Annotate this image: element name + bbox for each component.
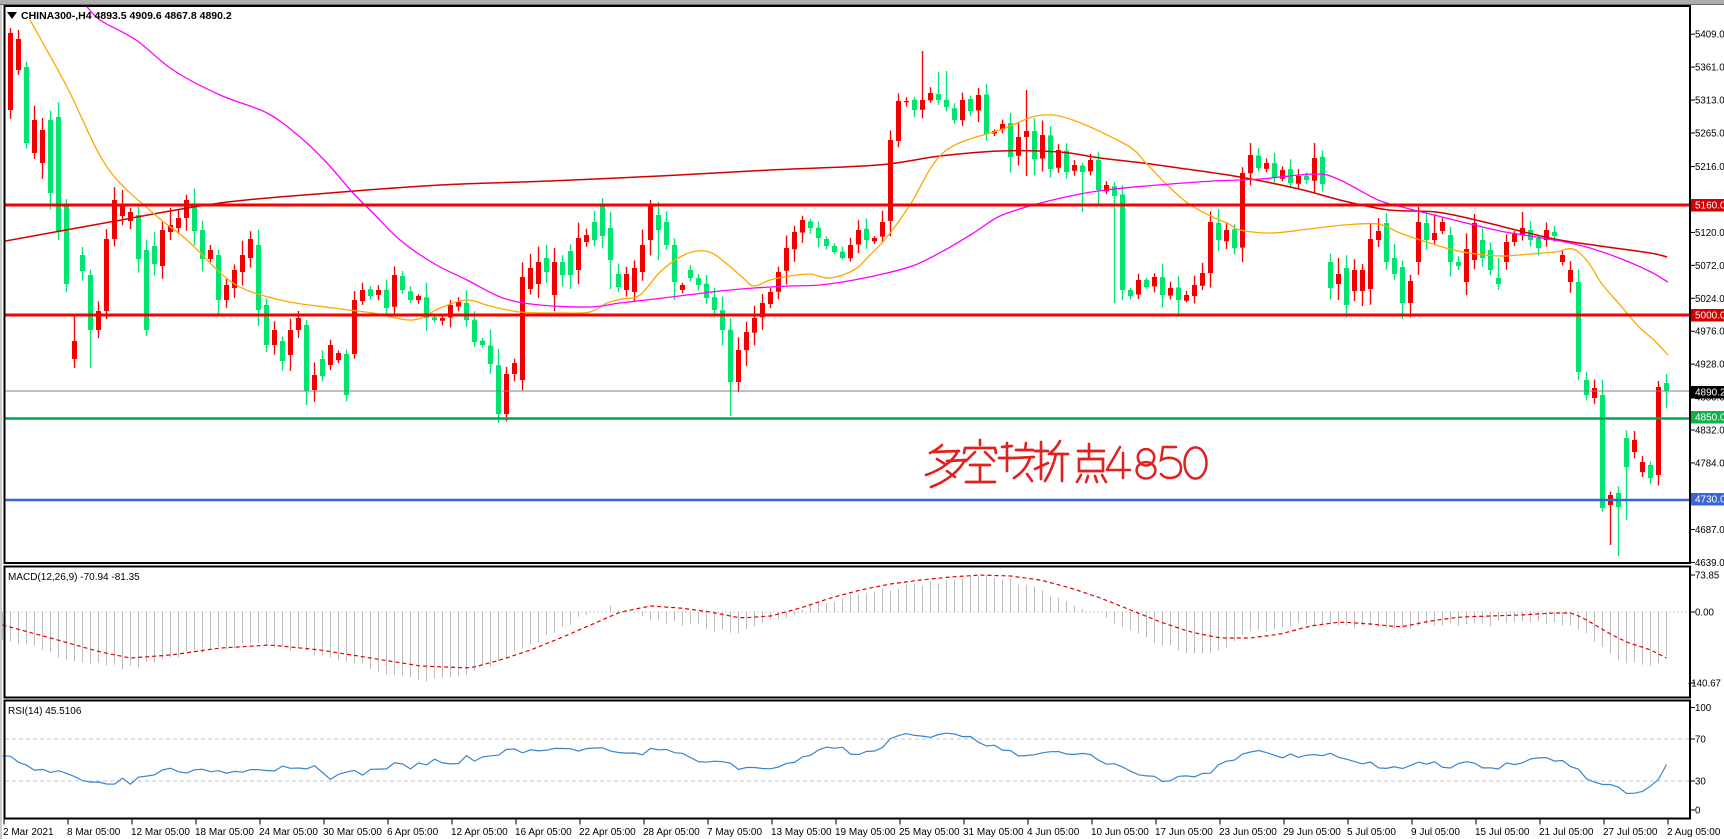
svg-text:5072.0: 5072.0 <box>1695 261 1724 272</box>
svg-text:73.85: 73.85 <box>1695 571 1719 582</box>
svg-text:8 Mar 05:00: 8 Mar 05:00 <box>67 827 121 838</box>
svg-text:70: 70 <box>1695 735 1706 746</box>
svg-text:100: 100 <box>1695 703 1712 714</box>
svg-text:5120.0: 5120.0 <box>1695 228 1724 239</box>
svg-text:4850.0: 4850.0 <box>1695 413 1724 424</box>
svg-text:16 Apr 05:00: 16 Apr 05:00 <box>515 827 572 838</box>
svg-text:0: 0 <box>1695 806 1701 817</box>
svg-text:4976.0: 4976.0 <box>1695 327 1724 338</box>
svg-text:31 May 05:00: 31 May 05:00 <box>963 827 1024 838</box>
svg-text:4784.0: 4784.0 <box>1695 458 1724 469</box>
svg-text:9 Jul 05:00: 9 Jul 05:00 <box>1411 827 1460 838</box>
svg-text:4 Jun 05:00: 4 Jun 05:00 <box>1027 827 1080 838</box>
svg-text:CHINA300-,H4 4893.5 4909.6 48: CHINA300-,H4 4893.5 4909.6 4867.8 4890.2 <box>21 10 232 22</box>
svg-text:-140.67: -140.67 <box>1688 679 1721 690</box>
svg-text:5 Jul 05:00: 5 Jul 05:00 <box>1347 827 1396 838</box>
svg-text:0.00: 0.00 <box>1695 608 1714 619</box>
svg-text:25 May 05:00: 25 May 05:00 <box>899 827 960 838</box>
svg-text:12 Apr 05:00: 12 Apr 05:00 <box>451 827 508 838</box>
svg-text:5409.0: 5409.0 <box>1695 30 1724 41</box>
svg-text:5265.0: 5265.0 <box>1695 128 1724 139</box>
svg-text:7 May 05:00: 7 May 05:00 <box>707 827 762 838</box>
svg-text:30: 30 <box>1695 777 1706 788</box>
svg-text:4928.0: 4928.0 <box>1695 360 1724 371</box>
svg-text:5216.0: 5216.0 <box>1695 162 1724 173</box>
svg-text:5361.0: 5361.0 <box>1695 63 1724 74</box>
svg-text:13 May 05:00: 13 May 05:00 <box>771 827 832 838</box>
svg-text:5000.0: 5000.0 <box>1695 311 1724 322</box>
svg-text:6 Apr 05:00: 6 Apr 05:00 <box>387 827 439 838</box>
svg-text:MACD(12,26,9) -70.94 -81.35: MACD(12,26,9) -70.94 -81.35 <box>8 572 140 583</box>
svg-text:4890.2: 4890.2 <box>1695 388 1724 399</box>
svg-text:24 Mar 05:00: 24 Mar 05:00 <box>259 827 318 838</box>
svg-text:4832.0: 4832.0 <box>1695 426 1724 437</box>
svg-text:27 Jul 05:00: 27 Jul 05:00 <box>1603 827 1658 838</box>
svg-text:15 Jul 05:00: 15 Jul 05:00 <box>1475 827 1530 838</box>
svg-text:5024.0: 5024.0 <box>1695 294 1724 305</box>
svg-text:22 Apr 05:00: 22 Apr 05:00 <box>579 827 636 838</box>
svg-text:2 Mar 2021: 2 Mar 2021 <box>3 827 54 838</box>
svg-text:23 Jun 05:00: 23 Jun 05:00 <box>1219 827 1277 838</box>
svg-text:10 Jun 05:00: 10 Jun 05:00 <box>1091 827 1149 838</box>
svg-text:2 Aug 05:00: 2 Aug 05:00 <box>1667 827 1721 838</box>
svg-text:29 Jun 05:00: 29 Jun 05:00 <box>1283 827 1341 838</box>
svg-text:21 Jul 05:00: 21 Jul 05:00 <box>1539 827 1594 838</box>
svg-text:4639.0: 4639.0 <box>1695 558 1724 569</box>
svg-text:4687.0: 4687.0 <box>1695 525 1724 536</box>
svg-text:4730.0: 4730.0 <box>1695 495 1724 506</box>
svg-text:28 Apr 05:00: 28 Apr 05:00 <box>643 827 700 838</box>
svg-text:12 Mar 05:00: 12 Mar 05:00 <box>131 827 190 838</box>
svg-text:17 Jun 05:00: 17 Jun 05:00 <box>1155 827 1213 838</box>
svg-text:5313.0: 5313.0 <box>1695 96 1724 107</box>
svg-text:RSI(14) 45.5106: RSI(14) 45.5106 <box>8 706 82 717</box>
svg-text:18 Mar 05:00: 18 Mar 05:00 <box>195 827 254 838</box>
svg-text:30 Mar 05:00: 30 Mar 05:00 <box>323 827 382 838</box>
svg-text:5160.0: 5160.0 <box>1695 201 1724 212</box>
svg-text:19 May 05:00: 19 May 05:00 <box>835 827 896 838</box>
